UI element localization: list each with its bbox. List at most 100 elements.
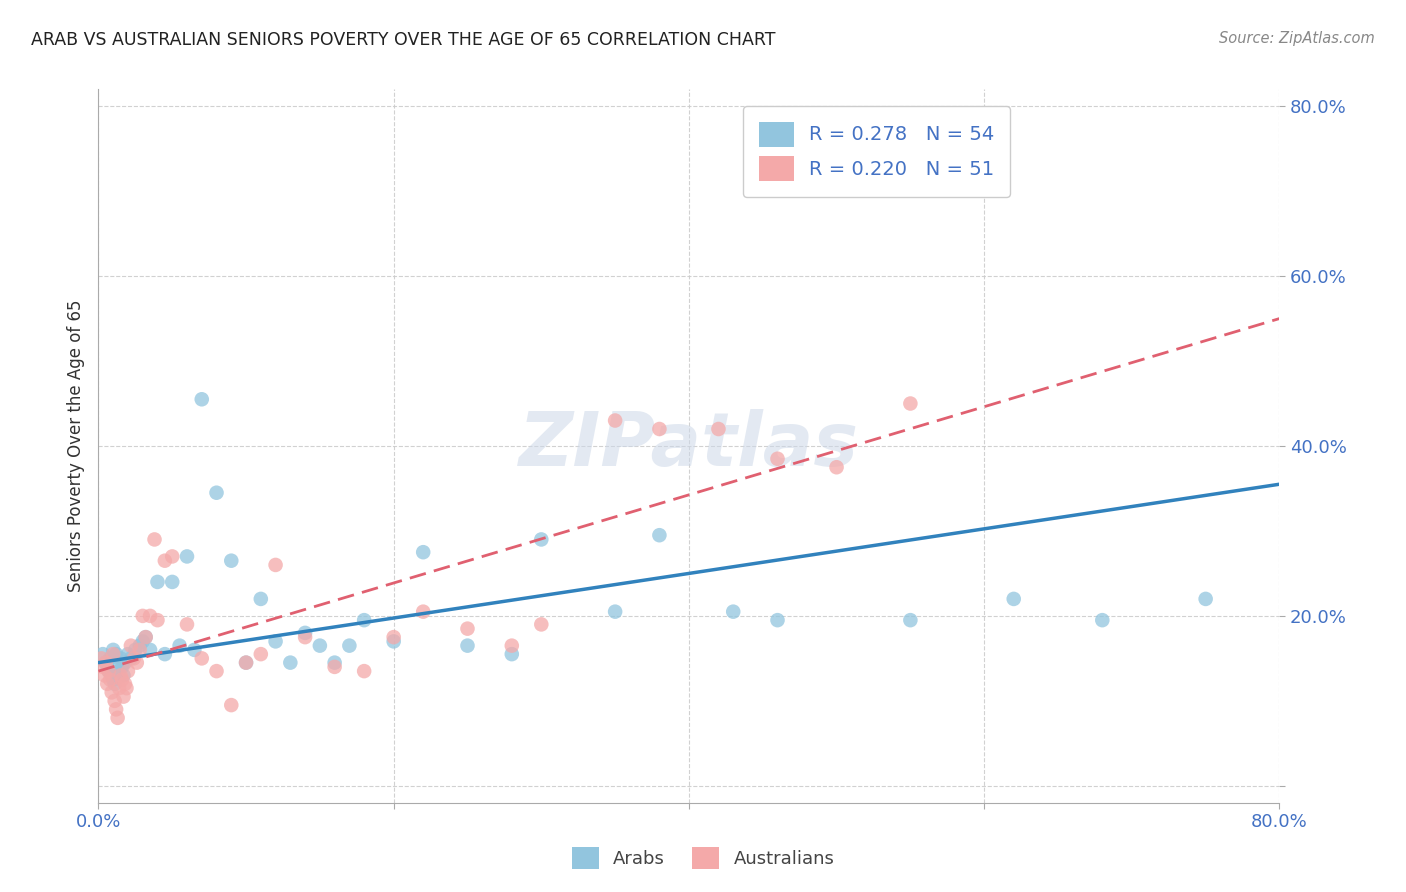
Point (353, 664, 375, 678)
Point (117, 647, 139, 661)
Point (146, 574, 169, 589)
Point (135, 630, 157, 644)
Point (112, 668, 135, 682)
Point (235, 656, 257, 670)
Point (105, 702, 128, 716)
Point (107, 656, 129, 670)
Point (93, 668, 115, 682)
Point (94, 656, 117, 670)
Point (91, 660, 114, 674)
Point (111, 660, 134, 674)
Point (205, 664, 228, 678)
Legend: Arabs, Australians: Arabs, Australians (562, 838, 844, 879)
Point (176, 549, 198, 564)
Point (707, 422, 730, 436)
Point (114, 656, 136, 670)
Point (120, 651, 142, 665)
Point (91, 647, 114, 661)
Point (124, 643, 146, 657)
Point (294, 626, 316, 640)
Point (191, 392, 214, 407)
Point (309, 639, 332, 653)
Point (183, 643, 205, 657)
Point (250, 591, 273, 606)
Point (221, 698, 243, 712)
Point (605, 605, 627, 619)
Point (120, 639, 142, 653)
Point (90, 651, 112, 665)
Point (132, 608, 155, 623)
Point (723, 605, 745, 619)
Point (530, 533, 553, 547)
Point (103, 647, 125, 661)
Point (132, 634, 155, 648)
Point (605, 413, 627, 427)
Point (900, 396, 922, 410)
Point (135, 630, 157, 644)
Point (169, 639, 191, 653)
Point (122, 651, 145, 665)
Point (110, 668, 132, 682)
Point (323, 656, 346, 670)
Point (205, 485, 228, 500)
Point (235, 656, 257, 670)
Point (128, 643, 150, 657)
Point (1195, 591, 1218, 606)
Point (412, 605, 434, 619)
Point (139, 643, 162, 657)
Point (766, 451, 789, 466)
Point (125, 656, 148, 670)
Point (221, 554, 243, 568)
Point (353, 613, 375, 627)
Point (139, 608, 162, 623)
Y-axis label: Seniors Poverty Over the Age of 65: Seniors Poverty Over the Age of 65 (66, 300, 84, 592)
Point (103, 643, 125, 657)
Point (339, 639, 361, 653)
Point (280, 656, 302, 670)
Point (96, 660, 118, 674)
Point (97, 664, 120, 678)
Point (97, 664, 120, 678)
Point (112, 690, 135, 704)
Text: Source: ZipAtlas.com: Source: ZipAtlas.com (1219, 31, 1375, 46)
Point (457, 639, 479, 653)
Point (100, 685, 122, 699)
Point (143, 533, 166, 547)
Point (176, 617, 198, 632)
Point (162, 549, 183, 564)
Text: ARAB VS AUSTRALIAN SENIORS POVERTY OVER THE AGE OF 65 CORRELATION CHART: ARAB VS AUSTRALIAN SENIORS POVERTY OVER … (31, 31, 776, 49)
Point (191, 651, 214, 665)
Legend: R = 0.278   N = 54, R = 0.220   N = 51: R = 0.278 N = 54, R = 0.220 N = 51 (742, 106, 1010, 197)
Point (114, 677, 136, 691)
Point (294, 630, 316, 644)
Point (162, 574, 183, 589)
Point (250, 647, 273, 661)
Point (111, 673, 134, 687)
Point (323, 660, 346, 674)
Point (1091, 613, 1114, 627)
Point (103, 673, 125, 687)
Point (648, 422, 671, 436)
Point (264, 634, 287, 648)
Point (412, 545, 434, 559)
Point (900, 613, 922, 627)
Point (264, 558, 287, 572)
Point (825, 460, 848, 475)
Point (104, 677, 127, 691)
Point (108, 681, 131, 695)
Point (382, 630, 405, 644)
Point (100, 668, 122, 682)
Point (98, 673, 121, 687)
Point (501, 647, 523, 661)
Point (104, 694, 127, 708)
Point (117, 664, 139, 678)
Point (98, 651, 121, 665)
Point (146, 613, 169, 627)
Point (457, 622, 479, 636)
Point (1002, 591, 1025, 606)
Point (648, 528, 671, 542)
Point (108, 664, 131, 678)
Point (501, 639, 523, 653)
Point (153, 554, 176, 568)
Point (110, 651, 132, 665)
